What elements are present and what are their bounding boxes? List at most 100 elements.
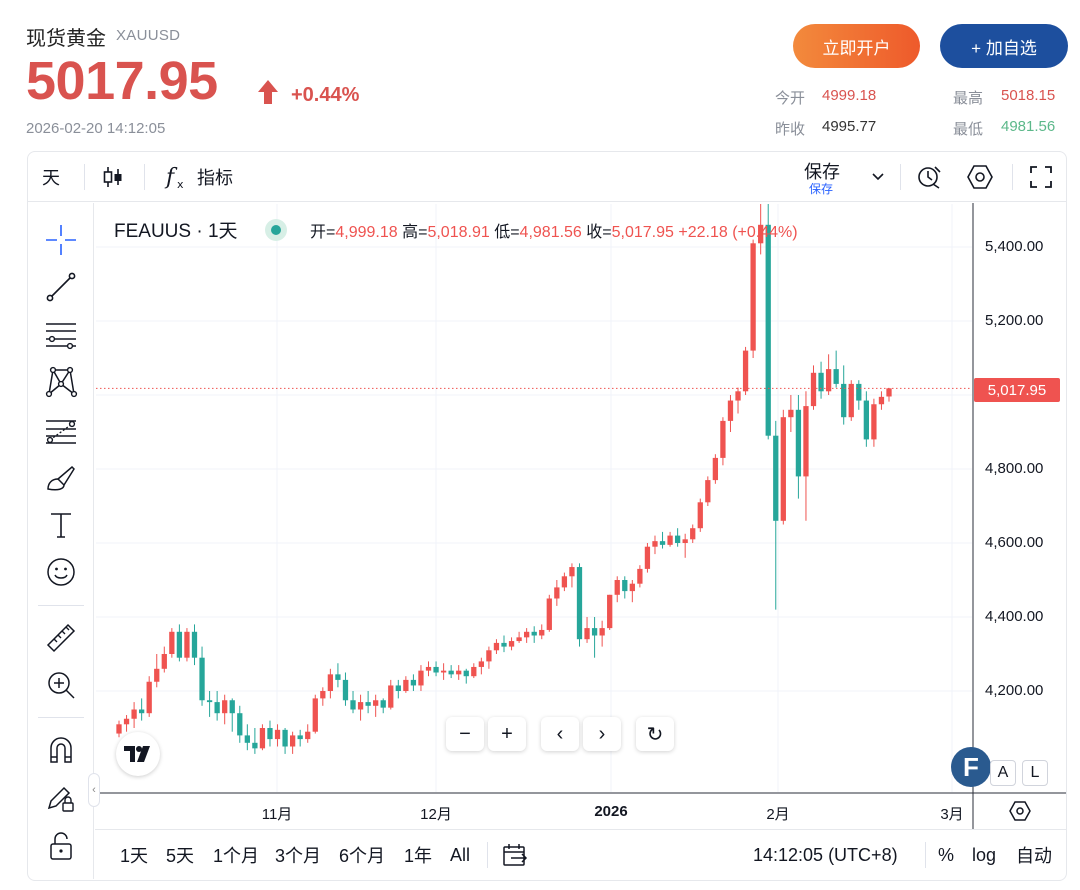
candle-up bbox=[644, 546, 651, 569]
range-6m[interactable]: 6个月 bbox=[339, 846, 386, 866]
zoom-in-button[interactable]: + bbox=[488, 717, 526, 751]
timestamp: 2026-02-20 14:12:05 bbox=[26, 120, 166, 137]
candle-down bbox=[795, 409, 802, 477]
horizontal-lines-icon[interactable] bbox=[42, 316, 80, 354]
axis-settings-icon[interactable] bbox=[1005, 797, 1035, 825]
open-label: 今开 bbox=[775, 90, 806, 107]
candle-down bbox=[176, 631, 183, 658]
candle-down bbox=[395, 685, 401, 691]
candle-up bbox=[425, 666, 432, 671]
candle-up bbox=[524, 631, 530, 638]
scroll-right-button[interactable]: › bbox=[583, 717, 621, 751]
collapse-toolbar-button[interactable]: ‹ bbox=[88, 773, 100, 807]
candle-down bbox=[501, 642, 507, 647]
chevron-down-icon[interactable] bbox=[871, 152, 885, 202]
candle-up bbox=[697, 502, 703, 529]
y-tick-label: 4,600.00 bbox=[985, 534, 1044, 551]
candle-up bbox=[305, 731, 311, 740]
candle-down bbox=[863, 400, 869, 440]
low-legend-value: 4,981.56 bbox=[519, 224, 582, 241]
range-1d[interactable]: 1天 bbox=[120, 846, 149, 866]
alert-clock-icon[interactable] bbox=[916, 152, 942, 202]
range-all[interactable]: All bbox=[450, 844, 471, 865]
pattern-icon[interactable] bbox=[42, 363, 80, 401]
candle-up bbox=[825, 369, 832, 392]
candle-down bbox=[818, 372, 824, 392]
change-percent: +0.44% bbox=[291, 84, 360, 106]
scroll-left-button[interactable]: ‹ bbox=[541, 717, 579, 751]
log-scale-button[interactable]: L bbox=[1022, 760, 1048, 786]
trend-line-icon[interactable] bbox=[42, 268, 80, 306]
goto-date-icon[interactable] bbox=[502, 830, 528, 880]
lock-pencil-icon[interactable] bbox=[42, 779, 80, 817]
last-price-tag: 5,017.95 bbox=[974, 378, 1060, 402]
range-1y[interactable]: 1年 bbox=[404, 846, 433, 866]
fullscreen-icon[interactable] bbox=[1029, 152, 1053, 202]
candle-up bbox=[131, 709, 137, 719]
clock-timezone[interactable]: 14:12:05 (UTC+8) bbox=[753, 844, 898, 865]
reset-chart-button[interactable]: ↻ bbox=[636, 717, 674, 751]
drawing-toolbar bbox=[28, 203, 94, 879]
range-5d[interactable]: 5天 bbox=[166, 846, 195, 866]
candle-up bbox=[146, 681, 152, 714]
candle-up bbox=[652, 541, 658, 547]
add-watchlist-button[interactable]: + 加自选 bbox=[940, 24, 1068, 68]
candle-up bbox=[169, 631, 175, 654]
magnet-icon[interactable] bbox=[42, 731, 80, 769]
candle-up bbox=[116, 724, 122, 734]
brush-icon[interactable] bbox=[42, 459, 80, 497]
interval-button[interactable]: 天 bbox=[42, 168, 60, 188]
ruler-icon[interactable] bbox=[42, 619, 80, 657]
candle-up bbox=[758, 224, 764, 244]
candle-up bbox=[546, 598, 552, 630]
y-tick-label: 4,200.00 bbox=[985, 682, 1044, 699]
fib-icon[interactable] bbox=[42, 412, 80, 450]
candle-up bbox=[599, 628, 605, 636]
auto-scale-button[interactable]: A bbox=[990, 760, 1016, 786]
candle-up bbox=[274, 729, 281, 740]
current-price: 5017.95 bbox=[26, 51, 218, 111]
tradingview-logo[interactable] bbox=[116, 732, 160, 776]
open-legend-label: 开= bbox=[310, 224, 336, 241]
indicators-button[interactable]: 指标 bbox=[197, 168, 233, 188]
candle-up bbox=[712, 457, 719, 481]
candle-up bbox=[803, 406, 809, 477]
x-tick-label: 2026 bbox=[594, 803, 628, 820]
settings-hexagon-icon[interactable] bbox=[966, 152, 994, 202]
candle-down bbox=[237, 713, 243, 736]
candle-up bbox=[154, 668, 160, 682]
auto-button[interactable]: 自动 bbox=[1016, 846, 1052, 866]
save-button[interactable]: 保存 bbox=[804, 162, 840, 182]
zoom-out-button[interactable]: − bbox=[446, 717, 484, 751]
text-icon[interactable] bbox=[42, 506, 80, 544]
percent-scale-button[interactable]: % bbox=[938, 844, 955, 865]
candle-down bbox=[576, 567, 583, 640]
unlock-icon[interactable] bbox=[42, 827, 80, 865]
low-legend-label: 低= bbox=[494, 224, 520, 241]
range-1m[interactable]: 1个月 bbox=[213, 846, 260, 866]
range-3m[interactable]: 3个月 bbox=[275, 846, 322, 866]
market-status-dot bbox=[265, 219, 287, 241]
candle-up bbox=[312, 698, 318, 732]
candle-down bbox=[282, 729, 288, 747]
candle-up bbox=[456, 670, 462, 675]
change-legend-value: +22.18 (+0.44%) bbox=[678, 224, 798, 241]
low-value: 4981.56 bbox=[1001, 118, 1056, 135]
candle-up bbox=[516, 637, 522, 642]
legend-symbol[interactable]: FEAUUS · 1天 bbox=[114, 221, 238, 242]
crosshair-icon[interactable] bbox=[42, 221, 80, 259]
candle-down bbox=[531, 631, 537, 636]
brand-f-logo: F bbox=[951, 747, 991, 787]
emoji-icon[interactable] bbox=[42, 553, 80, 591]
candle-up bbox=[403, 679, 409, 691]
zoom-in-icon[interactable] bbox=[42, 666, 80, 704]
candlestick-icon[interactable] bbox=[102, 152, 124, 202]
candle-down bbox=[350, 700, 356, 710]
open-account-button[interactable]: 立即开户 bbox=[793, 24, 920, 68]
close-legend-value: 5,017.95 bbox=[611, 224, 674, 241]
candle-down bbox=[365, 702, 371, 706]
candle-down bbox=[448, 670, 454, 675]
log-button[interactable]: log bbox=[972, 844, 997, 865]
